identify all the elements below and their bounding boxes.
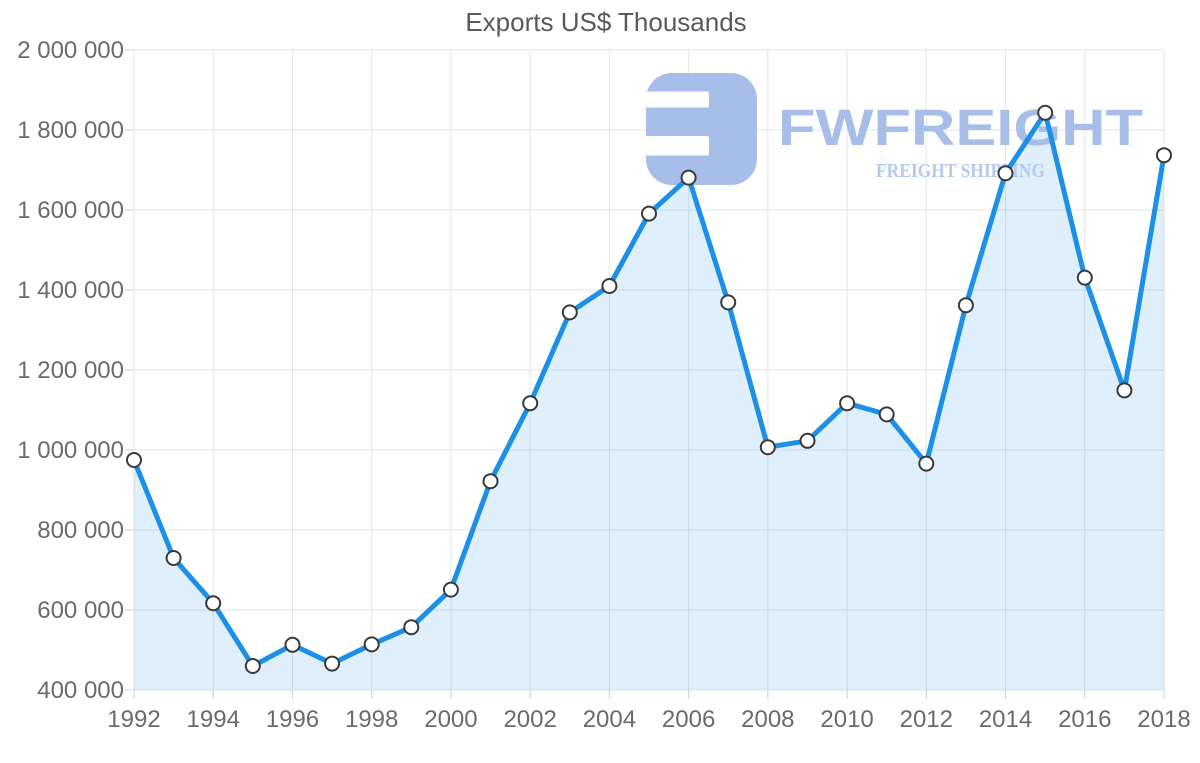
x-axis-label: 2012: [900, 706, 953, 733]
x-axis-label: 2002: [503, 706, 556, 733]
grid-layer: 400 000 600 000 800 000 1 000 000 1 200 000 1…: [17, 37, 1190, 733]
watermark-title: FWFREIGHT: [778, 99, 1143, 156]
watermark: FWFREIGHT FREIGHT SHIPPING: [638, 73, 1143, 185]
x-axis-label: 2016: [1058, 706, 1111, 733]
data-point-marker[interactable]: [205, 595, 222, 612]
y-axis-label: 800 000: [37, 517, 124, 544]
x-axis-label: 2014: [979, 706, 1032, 733]
x-axis-label: 1996: [266, 706, 319, 733]
x-axis-label: 2000: [424, 706, 477, 733]
x-axis-label: 2010: [820, 706, 873, 733]
markers-layer: [126, 104, 1172, 674]
data-point-marker[interactable]: [997, 165, 1014, 182]
y-axis-label: 600 000: [37, 597, 124, 624]
data-point-marker[interactable]: [482, 473, 499, 490]
data-point-marker[interactable]: [442, 581, 459, 598]
chart-title: Exports US$ Thousands: [465, 7, 746, 37]
data-point-marker[interactable]: [759, 439, 776, 456]
data-point-marker[interactable]: [878, 406, 895, 423]
data-point-marker[interactable]: [126, 452, 142, 468]
fwfreight-logo-icon: [646, 73, 757, 185]
x-axis-label: 1992: [107, 706, 160, 733]
fwfreight-logo-notch: [638, 91, 709, 108]
data-point-marker[interactable]: [244, 658, 261, 674]
data-point-marker[interactable]: [799, 432, 816, 449]
y-axis-label: 1 800 000: [17, 117, 124, 144]
x-axis-label: 2004: [583, 706, 636, 733]
data-point-marker[interactable]: [641, 205, 657, 222]
data-point-marker[interactable]: [561, 304, 578, 321]
fwfreight-logo-notch: [638, 136, 709, 156]
data-point-marker[interactable]: [720, 294, 737, 311]
y-axis-label: 1 400 000: [17, 277, 124, 304]
data-point-marker[interactable]: [680, 169, 697, 186]
data-point-marker[interactable]: [918, 455, 935, 472]
x-axis-label: 2018: [1137, 706, 1190, 733]
data-point-marker[interactable]: [1116, 382, 1133, 399]
data-point-marker[interactable]: [957, 297, 974, 314]
data-point-marker[interactable]: [363, 636, 380, 653]
data-point-marker[interactable]: [839, 395, 856, 412]
data-point-marker[interactable]: [324, 655, 341, 672]
data-point-marker[interactable]: [601, 278, 618, 294]
y-axis-label: 2 000 000: [17, 37, 124, 64]
x-axis-label: 2008: [741, 706, 794, 733]
data-point-marker[interactable]: [165, 550, 182, 566]
data-point-marker[interactable]: [403, 619, 420, 636]
area-fill: [134, 112, 1164, 691]
y-axis-label: 1 200 000: [17, 357, 124, 384]
x-axis-label: 2006: [662, 706, 715, 733]
data-point-marker[interactable]: [1037, 104, 1054, 121]
y-axis-label: 400 000: [37, 677, 124, 704]
x-axis-label: 1994: [187, 706, 240, 733]
data-point-marker[interactable]: [1156, 147, 1172, 164]
data-point-marker[interactable]: [1076, 269, 1093, 286]
y-axis-label: 1 600 000: [17, 197, 124, 224]
data-point-marker[interactable]: [522, 395, 539, 412]
y-axis-label: 1 000 000: [17, 437, 124, 464]
x-axis-label: 1998: [345, 706, 398, 733]
data-point-marker[interactable]: [284, 636, 301, 653]
watermark-subtitle: FREIGHT SHIPPING: [876, 161, 1045, 182]
